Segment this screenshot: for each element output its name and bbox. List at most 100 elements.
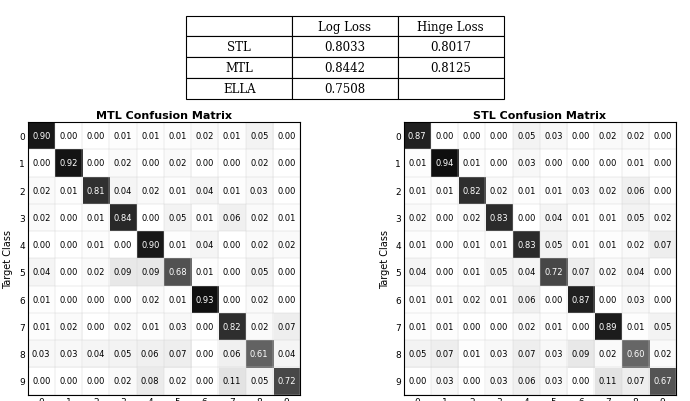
Text: 0.01: 0.01	[168, 132, 187, 141]
Text: 0.05: 0.05	[653, 322, 672, 331]
Text: 0.00: 0.00	[277, 186, 296, 195]
Text: 0.01: 0.01	[462, 268, 481, 277]
Text: 0.04: 0.04	[32, 268, 50, 277]
Text: 0.00: 0.00	[32, 241, 50, 249]
Text: 0.00: 0.00	[277, 295, 296, 304]
Text: 0.00: 0.00	[435, 268, 454, 277]
Text: 0.00: 0.00	[544, 295, 563, 304]
Text: 0.00: 0.00	[490, 322, 509, 331]
Text: 0.00: 0.00	[571, 322, 590, 331]
Text: 0.01: 0.01	[86, 213, 105, 223]
Text: 0.09: 0.09	[141, 268, 159, 277]
Text: 0.00: 0.00	[141, 213, 159, 223]
Text: 0.01: 0.01	[462, 349, 481, 358]
Text: 0.92: 0.92	[59, 159, 78, 168]
Text: 0.00: 0.00	[32, 377, 50, 385]
Text: 0.02: 0.02	[59, 322, 78, 331]
Text: 0.03: 0.03	[544, 349, 563, 358]
Text: 0.01: 0.01	[571, 241, 590, 249]
Text: 0.03: 0.03	[168, 322, 187, 331]
Text: 0.01: 0.01	[408, 159, 426, 168]
Text: 0.04: 0.04	[195, 186, 214, 195]
Text: 0.02: 0.02	[168, 377, 187, 385]
Text: 0.04: 0.04	[114, 186, 132, 195]
Text: 0.03: 0.03	[571, 186, 590, 195]
Text: 0.90: 0.90	[32, 132, 50, 141]
Text: 0.87: 0.87	[408, 132, 426, 141]
Text: 0.02: 0.02	[250, 213, 268, 223]
Text: 0.00: 0.00	[544, 159, 563, 168]
Text: 0.02: 0.02	[114, 322, 132, 331]
Text: 0.01: 0.01	[114, 132, 132, 141]
Text: 0.02: 0.02	[250, 159, 268, 168]
Text: 0.00: 0.00	[435, 241, 454, 249]
Text: 0.00: 0.00	[277, 268, 296, 277]
Text: 0.00: 0.00	[462, 377, 481, 385]
Text: 0.00: 0.00	[653, 132, 672, 141]
Text: 0.05: 0.05	[250, 132, 268, 141]
Text: 0.06: 0.06	[223, 349, 241, 358]
Text: 0.94: 0.94	[435, 159, 454, 168]
Text: 0.07: 0.07	[571, 268, 590, 277]
Text: 0.03: 0.03	[250, 186, 268, 195]
Text: 0.05: 0.05	[626, 213, 644, 223]
Text: 0.06: 0.06	[141, 349, 159, 358]
Text: 0.00: 0.00	[462, 132, 481, 141]
Text: 0.01: 0.01	[435, 186, 454, 195]
Text: 0.00: 0.00	[490, 159, 509, 168]
Text: 0.83: 0.83	[517, 241, 535, 249]
Text: 0.01: 0.01	[168, 295, 187, 304]
Text: 0.72: 0.72	[277, 377, 296, 385]
Text: 0.01: 0.01	[408, 241, 426, 249]
Text: 0.07: 0.07	[435, 349, 454, 358]
Text: 0.01: 0.01	[462, 241, 481, 249]
Text: 0.01: 0.01	[195, 213, 214, 223]
Text: 0.82: 0.82	[462, 186, 481, 195]
Text: 0.09: 0.09	[571, 349, 590, 358]
Text: 0.03: 0.03	[626, 295, 644, 304]
Text: 0.05: 0.05	[250, 377, 268, 385]
Text: 0.00: 0.00	[571, 377, 590, 385]
Text: 0.02: 0.02	[141, 295, 159, 304]
Text: 0.05: 0.05	[250, 268, 268, 277]
Text: 0.61: 0.61	[250, 349, 268, 358]
Text: 0.00: 0.00	[408, 377, 426, 385]
Text: 0.00: 0.00	[59, 268, 78, 277]
Text: 0.02: 0.02	[114, 377, 132, 385]
Text: 0.00: 0.00	[435, 132, 454, 141]
Text: 0.11: 0.11	[223, 377, 241, 385]
Text: 0.01: 0.01	[626, 322, 644, 331]
Text: 0.01: 0.01	[141, 322, 159, 331]
Text: 0.00: 0.00	[653, 186, 672, 195]
Text: 0.07: 0.07	[653, 241, 672, 249]
Text: 0.01: 0.01	[626, 159, 644, 168]
Text: 0.02: 0.02	[195, 132, 214, 141]
Text: 0.02: 0.02	[599, 268, 618, 277]
Text: 0.00: 0.00	[571, 159, 590, 168]
Text: 0.01: 0.01	[544, 186, 563, 195]
Text: 0.02: 0.02	[277, 241, 296, 249]
Text: 0.60: 0.60	[626, 349, 644, 358]
Text: 0.05: 0.05	[408, 349, 426, 358]
Text: 0.01: 0.01	[490, 241, 509, 249]
Text: 0.01: 0.01	[168, 186, 187, 195]
Text: 0.01: 0.01	[571, 213, 590, 223]
Text: 0.02: 0.02	[599, 132, 618, 141]
Text: 0.01: 0.01	[86, 241, 105, 249]
Text: 0.67: 0.67	[653, 377, 672, 385]
Text: 0.02: 0.02	[626, 132, 644, 141]
Text: 0.00: 0.00	[490, 132, 509, 141]
Text: 0.00: 0.00	[86, 132, 105, 141]
Text: 0.02: 0.02	[250, 322, 268, 331]
Text: 0.02: 0.02	[517, 322, 535, 331]
Text: 0.09: 0.09	[114, 268, 132, 277]
Title: STL Confusion Matrix: STL Confusion Matrix	[473, 111, 607, 121]
Text: 0.01: 0.01	[223, 186, 241, 195]
Text: 0.04: 0.04	[195, 241, 214, 249]
Text: 0.05: 0.05	[517, 132, 535, 141]
Text: 0.01: 0.01	[408, 295, 426, 304]
Text: 0.00: 0.00	[223, 268, 241, 277]
Text: 0.11: 0.11	[599, 377, 618, 385]
Text: 0.01: 0.01	[462, 159, 481, 168]
Text: 0.06: 0.06	[626, 186, 644, 195]
